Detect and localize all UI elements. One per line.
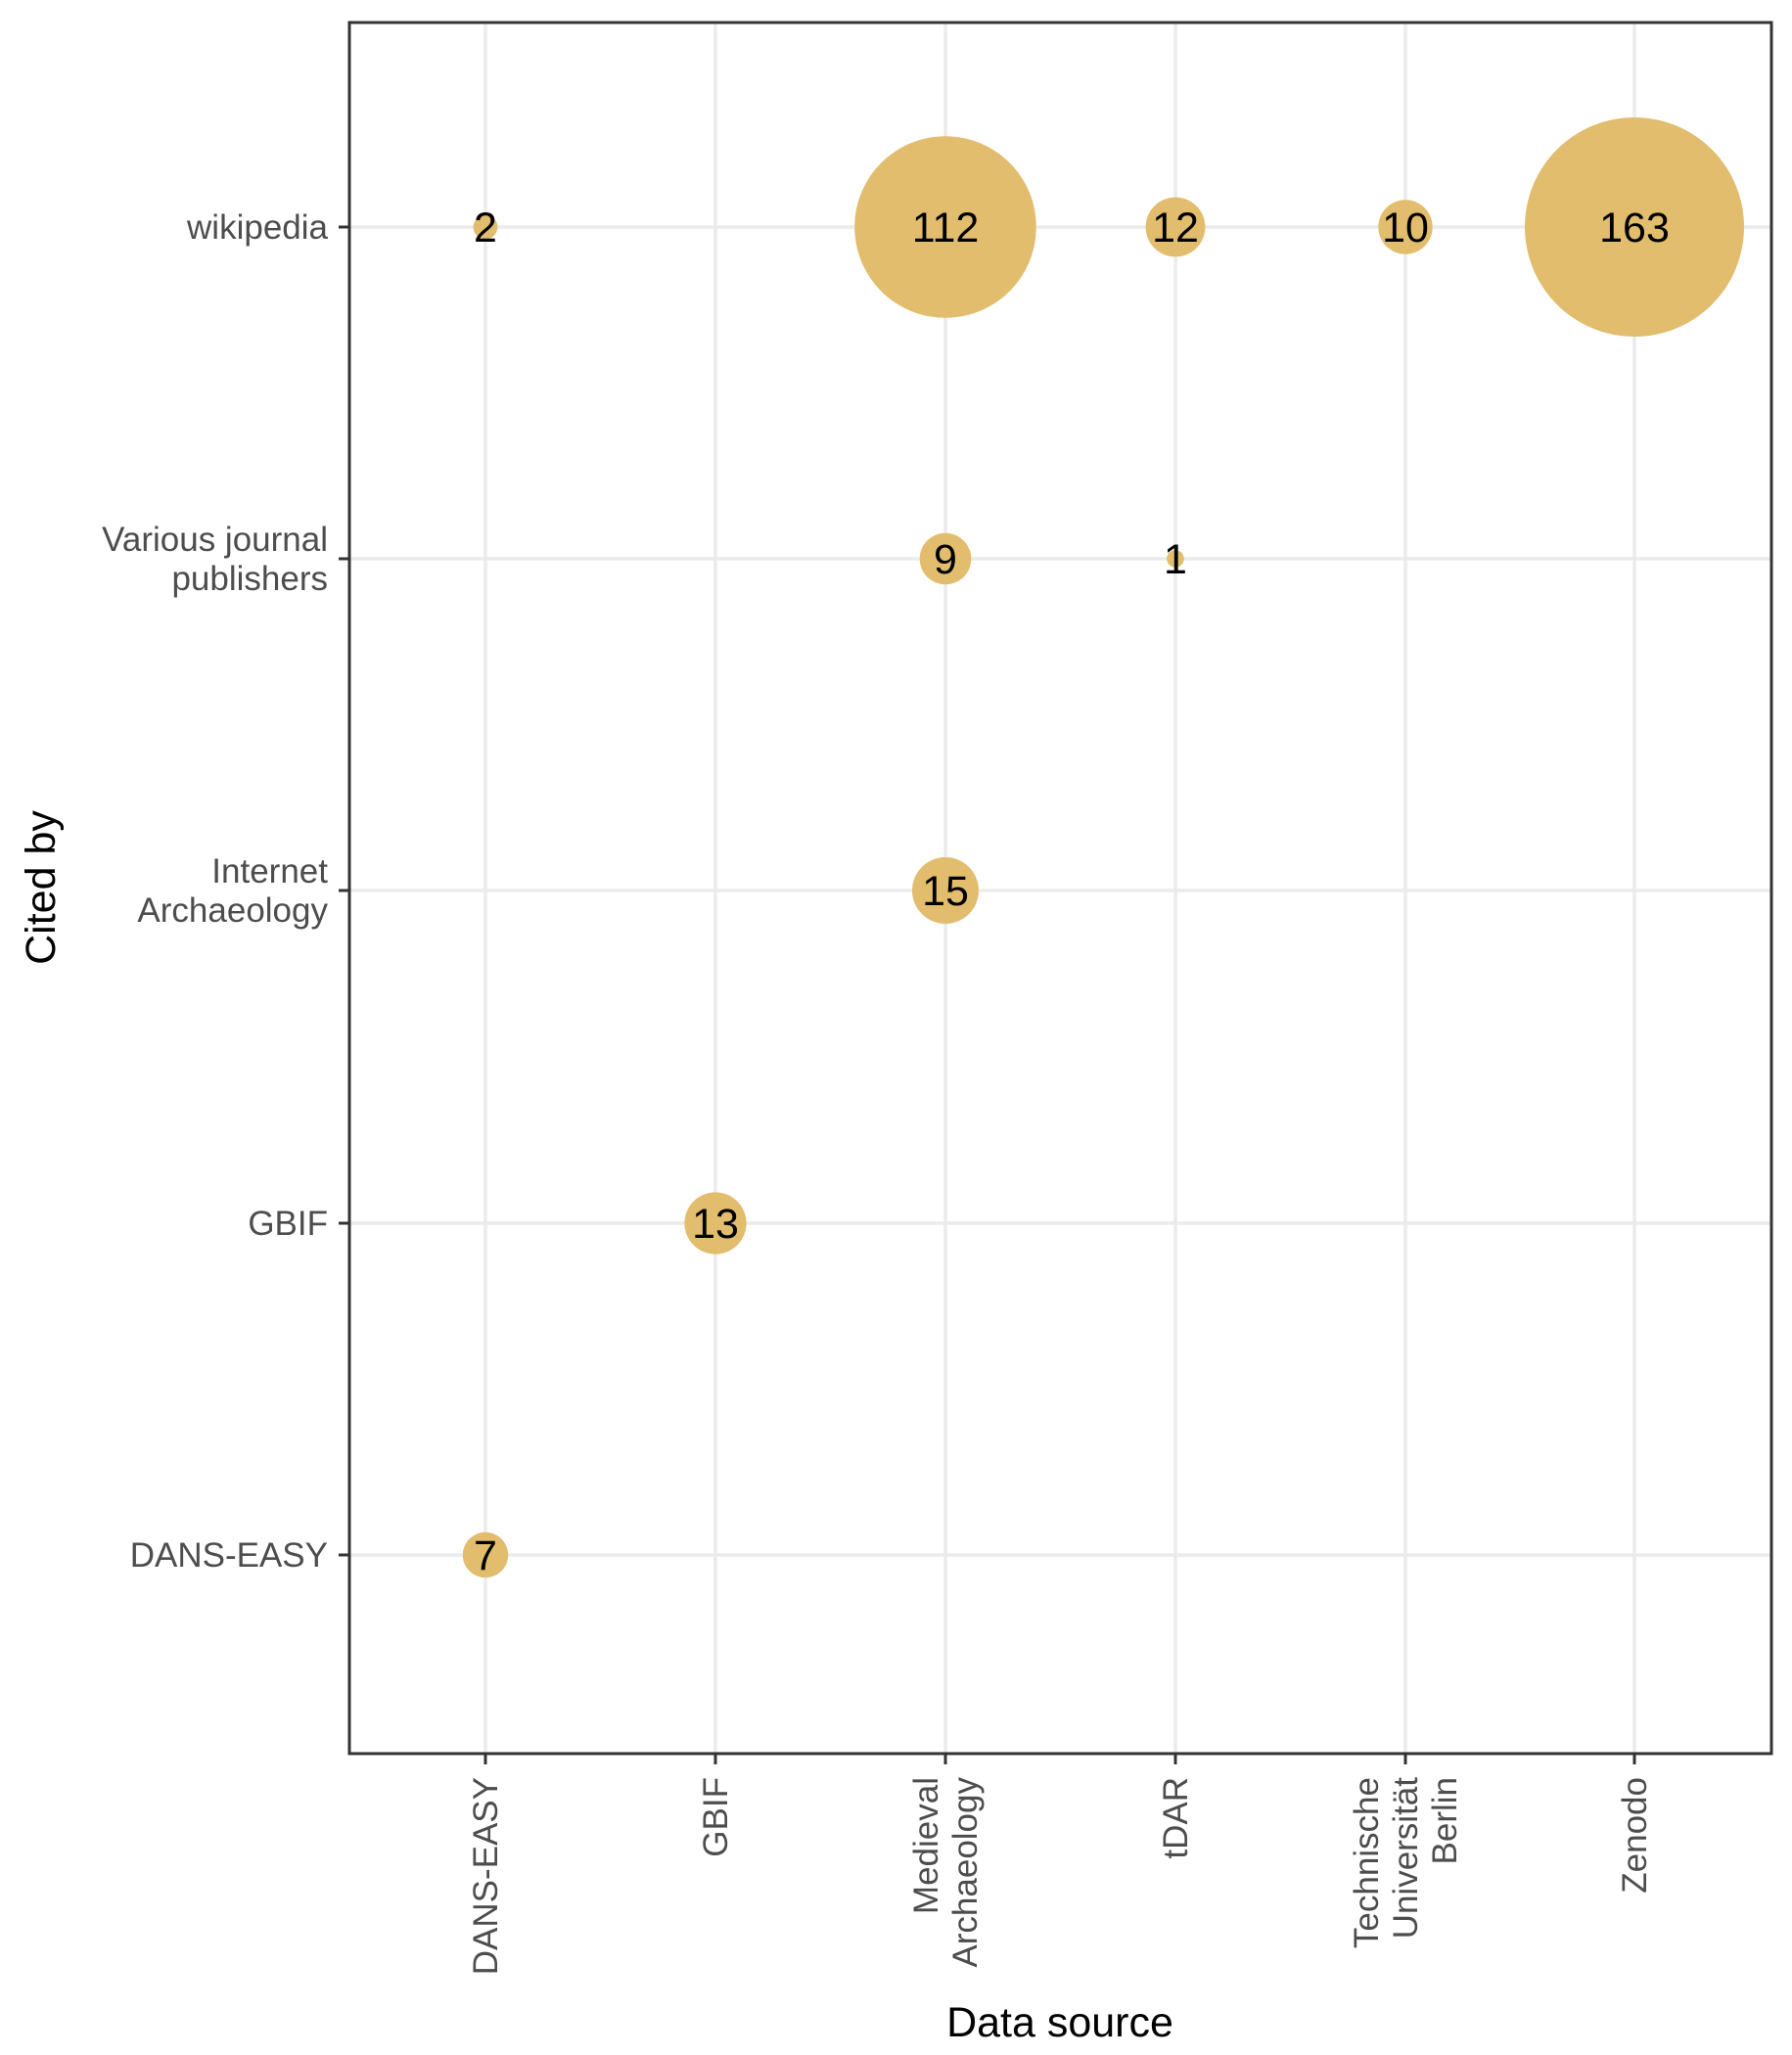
bubble-value-label: 13: [692, 1201, 739, 1248]
y-tick-label: GBIF: [248, 1205, 328, 1243]
y-tick-label: DANS-EASY: [130, 1536, 328, 1575]
x-tick-label: Technische: [1348, 1777, 1386, 1948]
x-tick-label: Archaeology: [946, 1777, 985, 1968]
x-tick-label: Medieval: [907, 1777, 945, 1914]
bubble-value-label: 9: [934, 536, 957, 583]
bubble-circle: [1145, 197, 1206, 257]
bubble-circle: [919, 532, 972, 585]
plot-panel-border: [347, 21, 1773, 1756]
bubble: 112: [854, 136, 1036, 318]
bubble: 10: [1378, 200, 1433, 254]
bubble-circle: [1167, 550, 1184, 568]
bubble-circle: [912, 857, 979, 924]
y-tick-label: Archaeology: [137, 891, 328, 930]
bubble: 9: [919, 532, 972, 585]
bubble-circle: [1378, 200, 1433, 254]
x-tick-label: Universität: [1387, 1777, 1425, 1940]
bubble: 7: [462, 1531, 509, 1579]
y-tick-label: Various journal: [102, 521, 328, 559]
bubble-circle: [473, 214, 498, 240]
bubble: 2: [473, 205, 498, 251]
x-tick-label: GBIF: [697, 1777, 735, 1857]
x-tick-label: Zenodo: [1616, 1777, 1654, 1894]
bubble: 163: [1525, 117, 1744, 337]
bubble: 1: [1164, 536, 1187, 583]
x-axis-title: Data source: [946, 1999, 1173, 2046]
bubble-circle: [854, 136, 1036, 318]
bubble: 12: [1145, 197, 1206, 257]
bubble-value-label: 1: [1164, 536, 1187, 583]
bubble-circle: [462, 1531, 509, 1578]
bubble-value-label: 163: [1599, 205, 1670, 251]
y-tick-label: wikipedia: [186, 208, 328, 247]
y-tick-label: Internet: [211, 852, 328, 890]
x-tick-label: Berlin: [1426, 1777, 1464, 1864]
bubble: 13: [684, 1192, 747, 1255]
bubble-value-label: 15: [922, 868, 969, 915]
bubble-value-label: 7: [474, 1532, 497, 1579]
bubble-value-label: 10: [1382, 205, 1429, 251]
x-axis-ticks: DANS-EASY GBIF Medieval Archaeology tDAR Tech…: [467, 1754, 1654, 1975]
bubble-value-label: 112: [912, 205, 980, 251]
y-axis-title: Cited by: [18, 810, 65, 965]
x-tick-label: tDAR: [1157, 1777, 1195, 1859]
bubble-value-label: 12: [1152, 205, 1199, 251]
bubbles: 2 112 12 10 163 9 1 15 13 7: [462, 117, 1744, 1579]
bubble-value-label: 2: [474, 205, 497, 251]
bubble-circle: [684, 1192, 747, 1255]
bubble: 15: [912, 857, 979, 924]
x-tick-label: DANS-EASY: [467, 1777, 505, 1975]
bubble-circle: [1525, 117, 1744, 337]
y-tick-label: publishers: [171, 560, 328, 598]
